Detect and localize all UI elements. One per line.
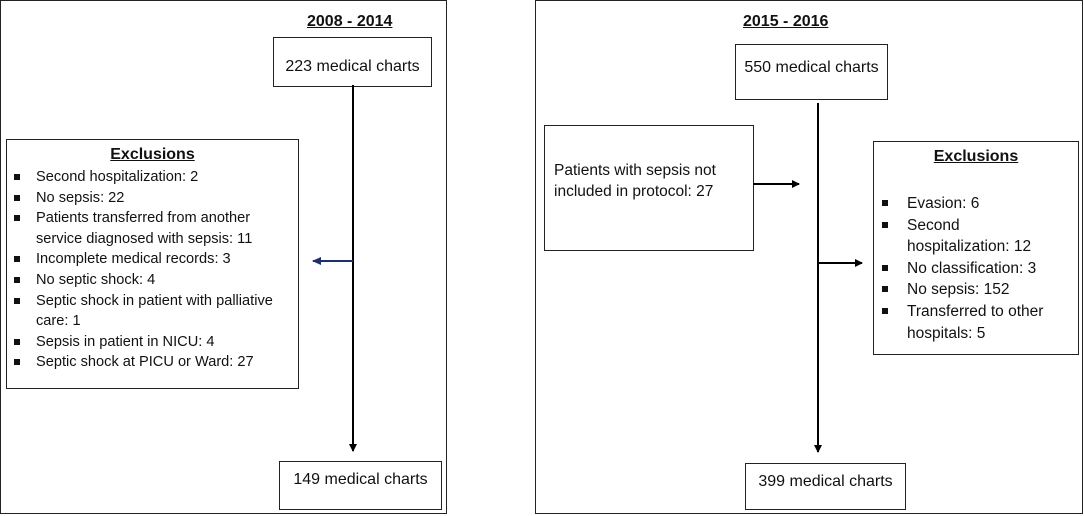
list-item: Patients transferred from another (10, 208, 296, 229)
list-item-continuation: hospitals: 5 (907, 324, 986, 342)
left-exclusions-title: Exclusions (110, 146, 195, 163)
list-item: No classification: 3 (876, 258, 1076, 280)
list-item: No sepsis: 22 (10, 188, 296, 209)
not-included-line-2: included in protocol: 27 (554, 183, 714, 200)
list-item: Septic shock at PICU or Ward: 27 (10, 352, 296, 373)
left-start-label: 223 medical charts (285, 58, 420, 75)
list-item: No sepsis: 152 (876, 279, 1076, 301)
left-period-title: 2008 - 2014 (307, 13, 393, 30)
list-item: Second hospitalization: 2 (10, 167, 296, 188)
left-start-box: 223 medical charts (273, 37, 432, 87)
right-exclusions-title: Exclusions (933, 148, 1019, 165)
left-end-label: 149 medical charts (293, 471, 428, 488)
not-included-line-1: Patients with sepsis not (554, 162, 716, 179)
list-item: No septic shock: 4 (10, 270, 296, 291)
right-period-title: 2015 - 2016 (743, 13, 829, 30)
right-end-box: 399 medical charts (745, 463, 906, 510)
list-item: Septic shock in patient with palliative (10, 291, 296, 312)
left-end-box: 149 medical charts (279, 461, 442, 510)
list-item: Incomplete medical records: 3 (10, 249, 296, 270)
left-panel: 2008 - 2014 223 medical charts Exclusion… (0, 0, 447, 514)
right-start-label: 550 medical charts (744, 59, 879, 76)
list-item-continuation: hospitalization: 12 (907, 238, 1032, 256)
right-panel: 2015 - 2016 550 medical charts Patients … (535, 0, 1083, 514)
not-included-box: Patients with sepsis not included in pro… (544, 125, 754, 251)
right-end-label: 399 medical charts (758, 473, 893, 490)
right-exclusions-box: Exclusions Evasion: 6 Second hospitaliza… (873, 141, 1079, 355)
right-exclusions-list: Evasion: 6 Second hospitalization: 12 No… (876, 193, 1076, 344)
list-item-continuation: service diagnosed with sepsis: 11 (36, 230, 253, 247)
right-start-box: 550 medical charts (735, 44, 888, 100)
list-item: Sepsis in patient in NICU: 4 (10, 332, 296, 353)
list-item: Transferred to other (876, 301, 1076, 323)
list-item: Second (876, 215, 1076, 237)
list-item-continuation: care: 1 (36, 313, 81, 330)
left-exclusions-box: Exclusions Second hospitalization: 2 No … (6, 139, 299, 389)
left-exclusions-list: Second hospitalization: 2 No sepsis: 22 … (10, 167, 296, 373)
list-item: Evasion: 6 (876, 193, 1076, 215)
